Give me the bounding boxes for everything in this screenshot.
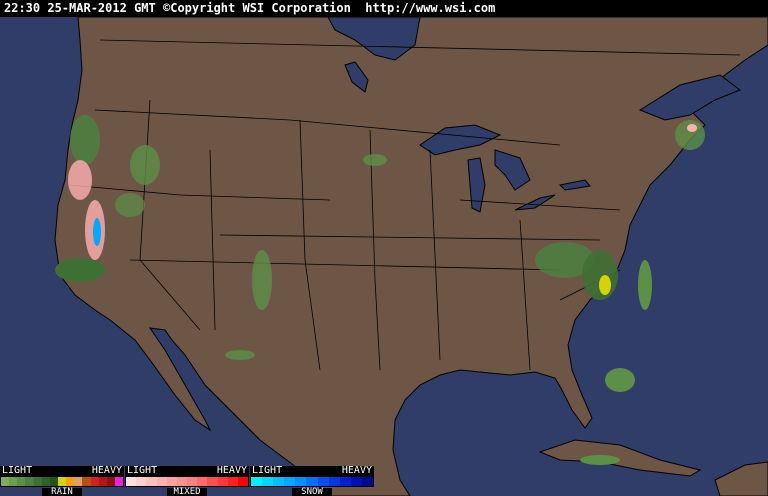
lake-huron bbox=[494, 149, 531, 191]
header-bar: 22:30 25-MAR-2012 GMT ©Copyright WSI Cor… bbox=[0, 0, 768, 17]
color-swatch bbox=[284, 477, 296, 486]
color-swatch bbox=[17, 477, 26, 486]
color-swatch bbox=[176, 477, 188, 486]
lake-superior bbox=[419, 124, 502, 156]
color-swatch bbox=[187, 477, 198, 486]
st-lawrence-gulf bbox=[638, 74, 742, 121]
lake-winnipeg bbox=[344, 61, 369, 93]
north-america-land bbox=[54, 17, 768, 496]
cuba bbox=[538, 439, 702, 477]
color-swatch bbox=[217, 477, 228, 486]
color-swatch bbox=[146, 477, 157, 486]
legend-heavy-label: HEAVY bbox=[216, 465, 247, 476]
color-swatch bbox=[237, 477, 249, 486]
color-swatch bbox=[66, 477, 75, 486]
color-swatch bbox=[136, 477, 147, 486]
legend-name: RAIN bbox=[42, 488, 82, 496]
radar-echoes bbox=[55, 115, 705, 465]
hispaniola bbox=[714, 461, 768, 496]
time: 22:30 bbox=[4, 1, 41, 15]
color-swatch bbox=[262, 477, 274, 486]
color-swatch bbox=[207, 477, 218, 486]
color-swatch bbox=[350, 477, 362, 486]
legend-light-label: LIGHT bbox=[2, 465, 33, 476]
color-swatch bbox=[166, 477, 177, 486]
color-swatch bbox=[49, 477, 58, 486]
color-swatch bbox=[114, 477, 124, 486]
radar-map bbox=[0, 17, 768, 496]
copyright: ©Copyright WSI Corporation bbox=[163, 1, 351, 15]
legend-heavy-label: HEAVY bbox=[91, 465, 122, 476]
color-swatch bbox=[361, 477, 374, 486]
color-swatch bbox=[306, 477, 318, 486]
legend-mixed: LIGHT HEAVY MIXED bbox=[125, 466, 249, 496]
legend-snow: LIGHT HEAVY SNOW bbox=[250, 466, 374, 496]
color-swatch bbox=[33, 477, 42, 486]
legend-name: SNOW bbox=[292, 488, 332, 496]
color-swatch bbox=[295, 477, 307, 486]
legend-light-label: LIGHT bbox=[252, 465, 283, 476]
color-swatch bbox=[1, 477, 10, 486]
timezone: GMT bbox=[134, 1, 156, 15]
color-swatch bbox=[317, 477, 329, 486]
color-swatch bbox=[9, 477, 18, 486]
url-link[interactable]: http://www.wsi.com bbox=[365, 1, 496, 15]
color-scale bbox=[125, 476, 249, 487]
color-scale bbox=[0, 476, 124, 487]
color-swatch bbox=[57, 477, 67, 486]
color-swatch bbox=[25, 477, 34, 486]
color-scale bbox=[250, 476, 374, 487]
color-swatch bbox=[106, 477, 115, 486]
lake-erie bbox=[514, 194, 556, 211]
color-swatch bbox=[90, 477, 99, 486]
lake-michigan bbox=[467, 157, 486, 213]
legend-rain: LIGHT HEAVY RAIN bbox=[0, 466, 124, 496]
date: 25-MAR-2012 bbox=[47, 1, 127, 15]
legend-light-label: LIGHT bbox=[127, 465, 158, 476]
lake-ontario bbox=[558, 179, 591, 191]
color-swatch bbox=[339, 477, 351, 486]
hudson-bay bbox=[327, 17, 421, 61]
color-swatch bbox=[82, 477, 91, 486]
legend-heavy-label: HEAVY bbox=[341, 465, 372, 476]
color-swatch bbox=[328, 477, 340, 486]
legend-name: MIXED bbox=[167, 488, 207, 496]
color-swatch bbox=[251, 477, 263, 486]
color-swatch bbox=[197, 477, 208, 486]
color-swatch bbox=[156, 477, 167, 486]
color-swatch bbox=[41, 477, 50, 486]
color-swatch bbox=[98, 477, 107, 486]
color-swatch bbox=[126, 477, 137, 486]
color-swatch bbox=[74, 477, 83, 486]
color-swatch bbox=[273, 477, 285, 486]
color-swatch bbox=[227, 477, 238, 486]
